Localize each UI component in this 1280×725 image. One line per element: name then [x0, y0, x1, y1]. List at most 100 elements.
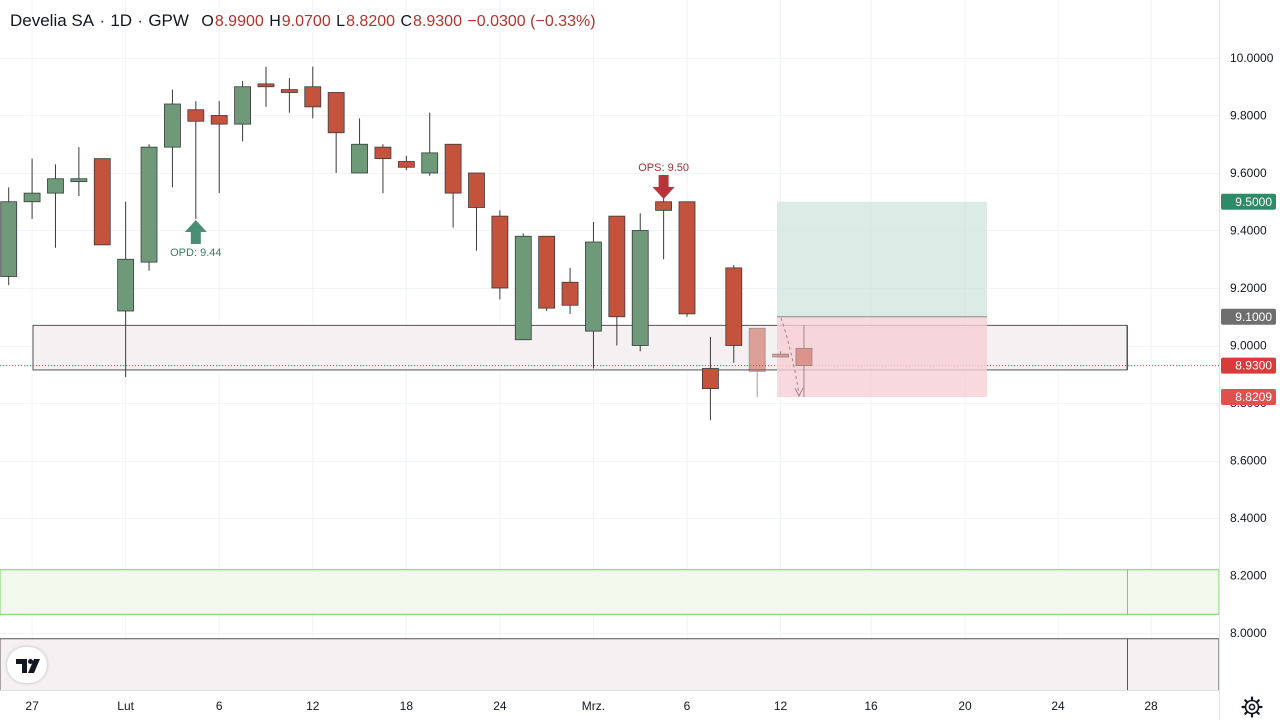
candle: [117, 201, 135, 378]
candle-body: [772, 353, 789, 358]
tradingview-logo[interactable]: [7, 647, 47, 683]
candle: [538, 235, 556, 311]
price-tick-label: 8.0000: [1230, 626, 1267, 640]
candle: [280, 78, 298, 113]
price-tick-label: 9.4000: [1230, 224, 1267, 238]
profit-zone[interactable]: [777, 201, 987, 317]
time-axis[interactable]: 27 Lut 6 12 18 24 Mrz. 6 12 16 20 24 28: [25, 699, 1158, 713]
symbol-name[interactable]: Develia SA: [10, 11, 95, 30]
time-tick-label: Lut: [117, 699, 134, 713]
projection-path: [780, 317, 800, 395]
candle-body: [608, 215, 626, 318]
price-label-text: 8.9300: [1235, 359, 1272, 373]
candle: [351, 118, 368, 174]
candles-layer: [0, 66, 813, 421]
stop-price-label: 8.8209: [1221, 388, 1276, 405]
candle-body: [0, 201, 18, 277]
candle-body: [561, 281, 579, 306]
candle-body: [655, 201, 673, 211]
price-label-box: [1221, 193, 1276, 210]
low-value: 8.8200: [346, 13, 396, 30]
candle: [468, 172, 485, 251]
candle: [725, 265, 743, 363]
entry-price-label: 9.1000: [1221, 308, 1276, 325]
candle-body: [327, 92, 345, 134]
short-position-tool[interactable]: [777, 201, 987, 397]
arrow-down-icon: [652, 175, 675, 199]
time-tick-label: 24: [1051, 699, 1065, 713]
gear-icon[interactable]: [1240, 695, 1264, 719]
candle: [47, 164, 64, 248]
candle-body: [93, 158, 111, 246]
candle: [140, 144, 158, 271]
candle-body: [374, 146, 392, 160]
low-label: L: [336, 13, 346, 30]
candle: [748, 327, 766, 398]
candle-body: [234, 86, 252, 125]
time-tick-label: Mrz.: [582, 699, 605, 713]
candle-body: [304, 86, 322, 108]
green-support-zone: [0, 569, 1220, 615]
candle: [234, 81, 252, 142]
price-axis-labels: 9.5000 9.1000 8.9300 8.8209: [1221, 193, 1276, 405]
candle-body: [140, 146, 158, 263]
candle: [70, 147, 88, 196]
time-tick-label: 12: [774, 699, 788, 713]
target-price-label: 9.5000: [1221, 193, 1276, 210]
candle-body: [164, 103, 181, 148]
price-tick-label: 9.6000: [1230, 166, 1267, 180]
candle-body: [468, 172, 485, 208]
candle: [795, 325, 813, 398]
high-label: H: [269, 13, 281, 30]
candle: [164, 89, 181, 188]
lower-range-zone: [0, 638, 1220, 691]
arrow-up-icon: [184, 220, 207, 244]
price-label-box: [1221, 357, 1276, 374]
candle-body: [678, 201, 696, 315]
time-tick-label: 6: [216, 699, 223, 713]
time-tick-label: 16: [864, 699, 878, 713]
projection-arrowhead: [794, 387, 804, 398]
candle: [608, 215, 626, 346]
opd-signal-label: OPD: 9.44: [170, 247, 221, 259]
candle: [257, 66, 275, 107]
candle-body: [117, 258, 135, 312]
time-tick-label: 27: [25, 699, 39, 713]
price-label-box: [1221, 308, 1276, 325]
candle-body: [187, 109, 205, 122]
price-axis[interactable]: 10.0000 9.8000 9.6000 9.4000 9.2000 9.0000 8.8…: [1230, 51, 1274, 640]
candle-body: [795, 347, 813, 367]
price-label-text: 9.5000: [1235, 195, 1272, 209]
candle: [772, 351, 789, 358]
interval-label[interactable]: 1D: [110, 11, 133, 30]
candle-body: [702, 368, 719, 390]
candle-body: [70, 178, 88, 183]
candle: [655, 193, 673, 260]
change-value: −0.0300 (−0.33%): [467, 13, 596, 30]
candle-body: [514, 235, 532, 341]
ops-signal-label: OPS: 9.50: [638, 162, 689, 174]
price-label-text: 9.1000: [1235, 310, 1272, 324]
time-tick-label: 28: [1144, 699, 1158, 713]
candle-body: [397, 161, 415, 168]
candle: [374, 144, 392, 194]
candle-body: [491, 215, 509, 289]
price-tick-label: 9.2000: [1230, 281, 1267, 295]
price-tick-label: 9.0000: [1230, 339, 1267, 353]
price-tick-label: 8.6000: [1230, 454, 1267, 468]
candle: [93, 158, 111, 246]
candle-body: [351, 143, 368, 174]
candle: [0, 187, 18, 286]
candle: [210, 101, 228, 194]
price-label-box: [1221, 388, 1276, 405]
legend-dot: ·: [99, 13, 105, 30]
candle-body: [280, 89, 298, 93]
candle-body: [444, 143, 462, 194]
candle: [491, 210, 509, 300]
legend-dot: ·: [137, 13, 143, 30]
time-tick-label: 20: [958, 699, 972, 713]
candle: [397, 155, 415, 171]
candle: [187, 101, 205, 219]
